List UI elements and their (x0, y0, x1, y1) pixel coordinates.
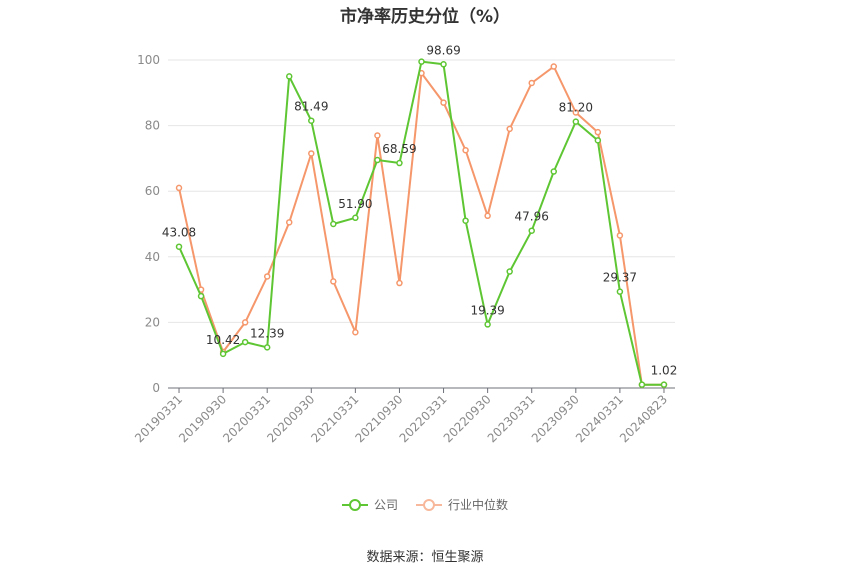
y-tick-label: 0 (152, 381, 160, 395)
data-point (506, 268, 513, 275)
y-tick-label: 40 (145, 250, 160, 264)
data-label: 68.59 (382, 142, 416, 156)
data-point (506, 125, 513, 133)
legend-label-industry-median: 行业中位数 (448, 498, 509, 512)
data-point (660, 381, 668, 388)
data-point (440, 99, 447, 106)
data-label: 47.96 (515, 210, 549, 224)
series-company (175, 58, 668, 388)
data-label: 81.20 (559, 101, 593, 115)
legend-swatch-industry-median (416, 498, 442, 511)
data-point (197, 292, 205, 300)
data-label: 51.90 (338, 197, 372, 211)
data-point (528, 227, 535, 234)
data-point (219, 350, 227, 358)
data-label: 10.42 (206, 333, 240, 347)
data-label: 12.39 (250, 326, 284, 340)
data-point (285, 219, 293, 226)
data-point (616, 232, 624, 239)
data-point (440, 61, 447, 68)
line-chart: 0204060801002019033120190930202003312020… (132, 43, 677, 445)
data-point (330, 278, 337, 285)
legend: 公司 行业中位数 (0, 496, 850, 513)
data-point (241, 319, 249, 326)
chart-title: 市净率历史分位（%） (339, 7, 511, 27)
data-point (352, 214, 359, 222)
data-point (484, 212, 491, 220)
data-label: 98.69 (426, 43, 460, 57)
grid-lines (168, 59, 675, 323)
data-point (263, 273, 271, 280)
legend-item-company[interactable]: 公司 (341, 496, 398, 513)
y-tick-label: 60 (145, 184, 160, 198)
data-label: 43.08 (162, 226, 196, 240)
data-label: 29.37 (603, 271, 637, 285)
data-point (308, 117, 315, 124)
data-point (572, 109, 580, 116)
x-tick-label: 20240823 (617, 392, 670, 445)
data-point (374, 132, 381, 139)
data-point (572, 118, 580, 125)
legend-item-industry-median[interactable]: 行业中位数 (416, 496, 508, 513)
data-point (396, 279, 403, 287)
data-point (462, 146, 469, 154)
data-point (594, 137, 602, 144)
data-point (308, 150, 315, 157)
data-point (550, 168, 558, 175)
data-point (616, 288, 624, 295)
data-point (396, 159, 403, 167)
data-point (352, 328, 359, 336)
data-point (528, 79, 535, 87)
series-layer (175, 58, 668, 388)
data-label: 19.39 (470, 303, 504, 317)
legend-label-company: 公司 (373, 498, 398, 512)
data-point (418, 58, 425, 65)
data-label: 1.02 (651, 364, 678, 378)
y-tick-label: 80 (145, 119, 160, 133)
y-tick-label: 100 (137, 53, 160, 67)
y-tick-label: 20 (145, 315, 160, 329)
data-source: 数据来源：恒生聚源 (366, 550, 484, 565)
legend-swatch-company (341, 498, 368, 511)
data-point (484, 321, 491, 328)
data-labels: 43.08 10.42 12.39 81.49 51.90 68.59 98.69 19.39… (162, 43, 677, 377)
data-point (374, 156, 381, 164)
data-point (330, 220, 337, 228)
data-point (175, 184, 183, 192)
data-point (241, 338, 249, 346)
series-industry-median (175, 63, 668, 388)
data-point (263, 344, 271, 351)
data-point (550, 63, 558, 70)
data-point (285, 73, 293, 80)
data-point (175, 243, 183, 250)
data-point (638, 381, 646, 388)
data-point (462, 217, 469, 224)
data-point (594, 128, 602, 136)
data-label: 81.49 (294, 100, 328, 114)
